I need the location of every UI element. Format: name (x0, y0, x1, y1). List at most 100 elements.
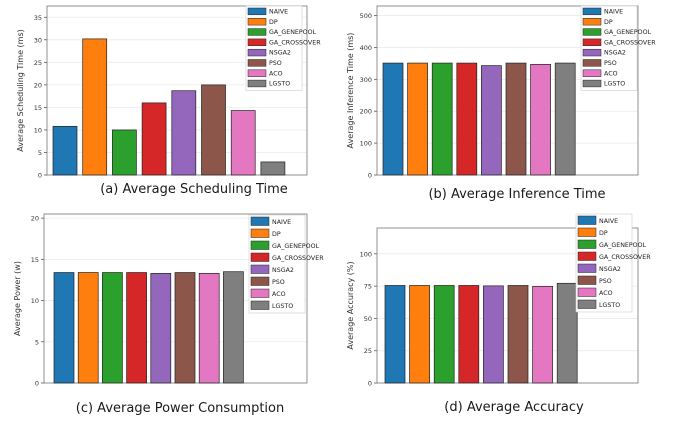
legend-swatch (577, 275, 597, 285)
legend-label: GA_GENEPOOL (272, 243, 320, 250)
bar-dp (409, 285, 430, 384)
legend-label: DP (604, 19, 613, 26)
y-tick-label: 0 (368, 172, 372, 180)
y-tick-label: 100 (360, 250, 372, 258)
legend-label: NAIVE (599, 218, 618, 225)
legend-swatch (577, 227, 597, 237)
legend-label: PSO (604, 60, 617, 67)
chart-panel-c: 0 5 10 15 20 Average Power (w) NAIVE DP GA_GENEP… (13, 213, 324, 388)
legend-label: ACO (272, 291, 286, 298)
bar-naive (384, 285, 406, 384)
legend-swatch (582, 18, 602, 26)
y-tick-label: 200 (360, 108, 372, 116)
bar-naive (52, 125, 78, 176)
legend: NAIVE DP GA_GENEPOOL GA_CROSSOVER NSGA2 PSO AC… (580, 5, 656, 91)
legend-swatch (582, 59, 602, 67)
y-tick-label: 35 (34, 14, 42, 22)
legend-label: DP (272, 231, 281, 238)
y-tick-label: 300 (360, 76, 372, 84)
legend-swatch (250, 264, 270, 274)
legend-swatch (582, 79, 602, 88)
legend-swatch (247, 18, 267, 26)
legend: NAIVE DP GA_GENEPOOL GA_CROSSOVER NSGA2 PSO AC… (245, 5, 321, 91)
legend-swatch (247, 48, 267, 57)
legend: NAIVE DP GA_GENEPOOL GA_CROSSOVER NSGA2 PSO AC… (248, 214, 324, 314)
legend-swatch (250, 300, 270, 310)
y-tick-label: 25 (34, 59, 42, 67)
legend-swatch (577, 263, 597, 273)
legend-label: NAIVE (604, 9, 623, 16)
legend-label: NSGA2 (604, 50, 626, 57)
y-tick-label: 30 (34, 36, 42, 44)
y-tick-label: 20 (31, 215, 39, 223)
y-tick-label: 15 (31, 256, 39, 264)
legend-swatch (577, 287, 597, 297)
bar-aco (230, 110, 256, 176)
y-axis-label: Average Accuracy (%) (346, 261, 355, 349)
legend-label: NSGA2 (599, 266, 621, 273)
legend-swatch (247, 59, 267, 67)
legend-swatch (250, 252, 270, 262)
legend-swatch (247, 79, 267, 88)
y-tick-label: 10 (34, 126, 42, 134)
bar-lgsto (556, 282, 578, 384)
legend-label: GA_CROSSOVER (272, 255, 324, 262)
bar-lgsto (554, 62, 576, 176)
bar-ga-genepool (433, 285, 455, 384)
y-tick-label: 75 (364, 283, 372, 291)
bar-nsga2 (481, 65, 502, 176)
bar-lgsto (260, 161, 286, 176)
y-tick-label: 400 (360, 44, 372, 52)
legend-label: LGSTO (599, 302, 620, 309)
bar-pso (174, 272, 196, 384)
legend-swatch (250, 216, 270, 226)
legend: NAIVE DP GA_GENEPOOL GA_CROSSOVER NSGA2 PSO AC… (575, 213, 651, 313)
bar-naive (382, 62, 404, 176)
legend-label: NAIVE (272, 219, 291, 226)
legend-label: NSGA2 (269, 50, 291, 57)
y-axis-label: Average Power (w) (13, 261, 22, 336)
bar-ga-crossover (458, 285, 480, 384)
bar-ga-crossover (141, 102, 167, 176)
chart-panel-b: 0 100 200 300 400 500 Average Inference Time (… (346, 5, 656, 180)
legend-swatch (250, 240, 270, 250)
chart-panel-d: 0 25 50 75 100 Average Accuracy (%) NAIVE DP GA_… (346, 213, 651, 388)
bar-ga-genepool (431, 62, 453, 176)
y-tick-label: 100 (360, 140, 372, 148)
y-tick-label: 0 (35, 380, 39, 388)
bar-dp (407, 62, 428, 176)
legend-label: GA_CROSSOVER (269, 39, 321, 46)
legend-swatch (247, 38, 267, 46)
y-tick-label: 15 (34, 104, 42, 112)
legend-label: DP (269, 19, 278, 26)
legend-swatch (582, 28, 602, 36)
bar-nsga2 (150, 273, 172, 384)
bar-pso (507, 285, 529, 384)
bar-pso (505, 62, 527, 176)
chart-caption-d: (d) Average Accuracy (444, 400, 584, 415)
legend-swatch (250, 288, 270, 298)
legend-label: PSO (269, 60, 282, 67)
chart-panel-a: 0 5 10 15 20 25 30 35 Average Scheduling Time (m… (16, 5, 321, 180)
bar-aco (532, 286, 553, 384)
legend-label: GA_GENEPOOL (269, 29, 317, 36)
legend-label: GA_GENEPOOL (604, 29, 652, 36)
y-tick-label: 5 (38, 149, 42, 157)
y-tick-label: 0 (368, 380, 372, 388)
chart-caption-a: (a) Average Scheduling Time (100, 182, 288, 197)
legend-swatch (582, 38, 602, 46)
bar-nsga2 (483, 285, 504, 384)
y-tick-label: 0 (38, 172, 42, 180)
legend-swatch (250, 276, 270, 286)
legend-label: LGSTO (604, 81, 625, 88)
legend-swatch (247, 7, 267, 16)
legend-label: NAIVE (269, 9, 288, 16)
legend-label: PSO (272, 279, 285, 286)
bar-ga-genepool (112, 129, 137, 176)
y-tick-label: 5 (35, 338, 39, 346)
legend-label: LGSTO (272, 303, 293, 310)
bar-aco (530, 64, 551, 176)
bar-dp (77, 272, 99, 384)
legend-label: GA_GENEPOOL (599, 242, 647, 249)
